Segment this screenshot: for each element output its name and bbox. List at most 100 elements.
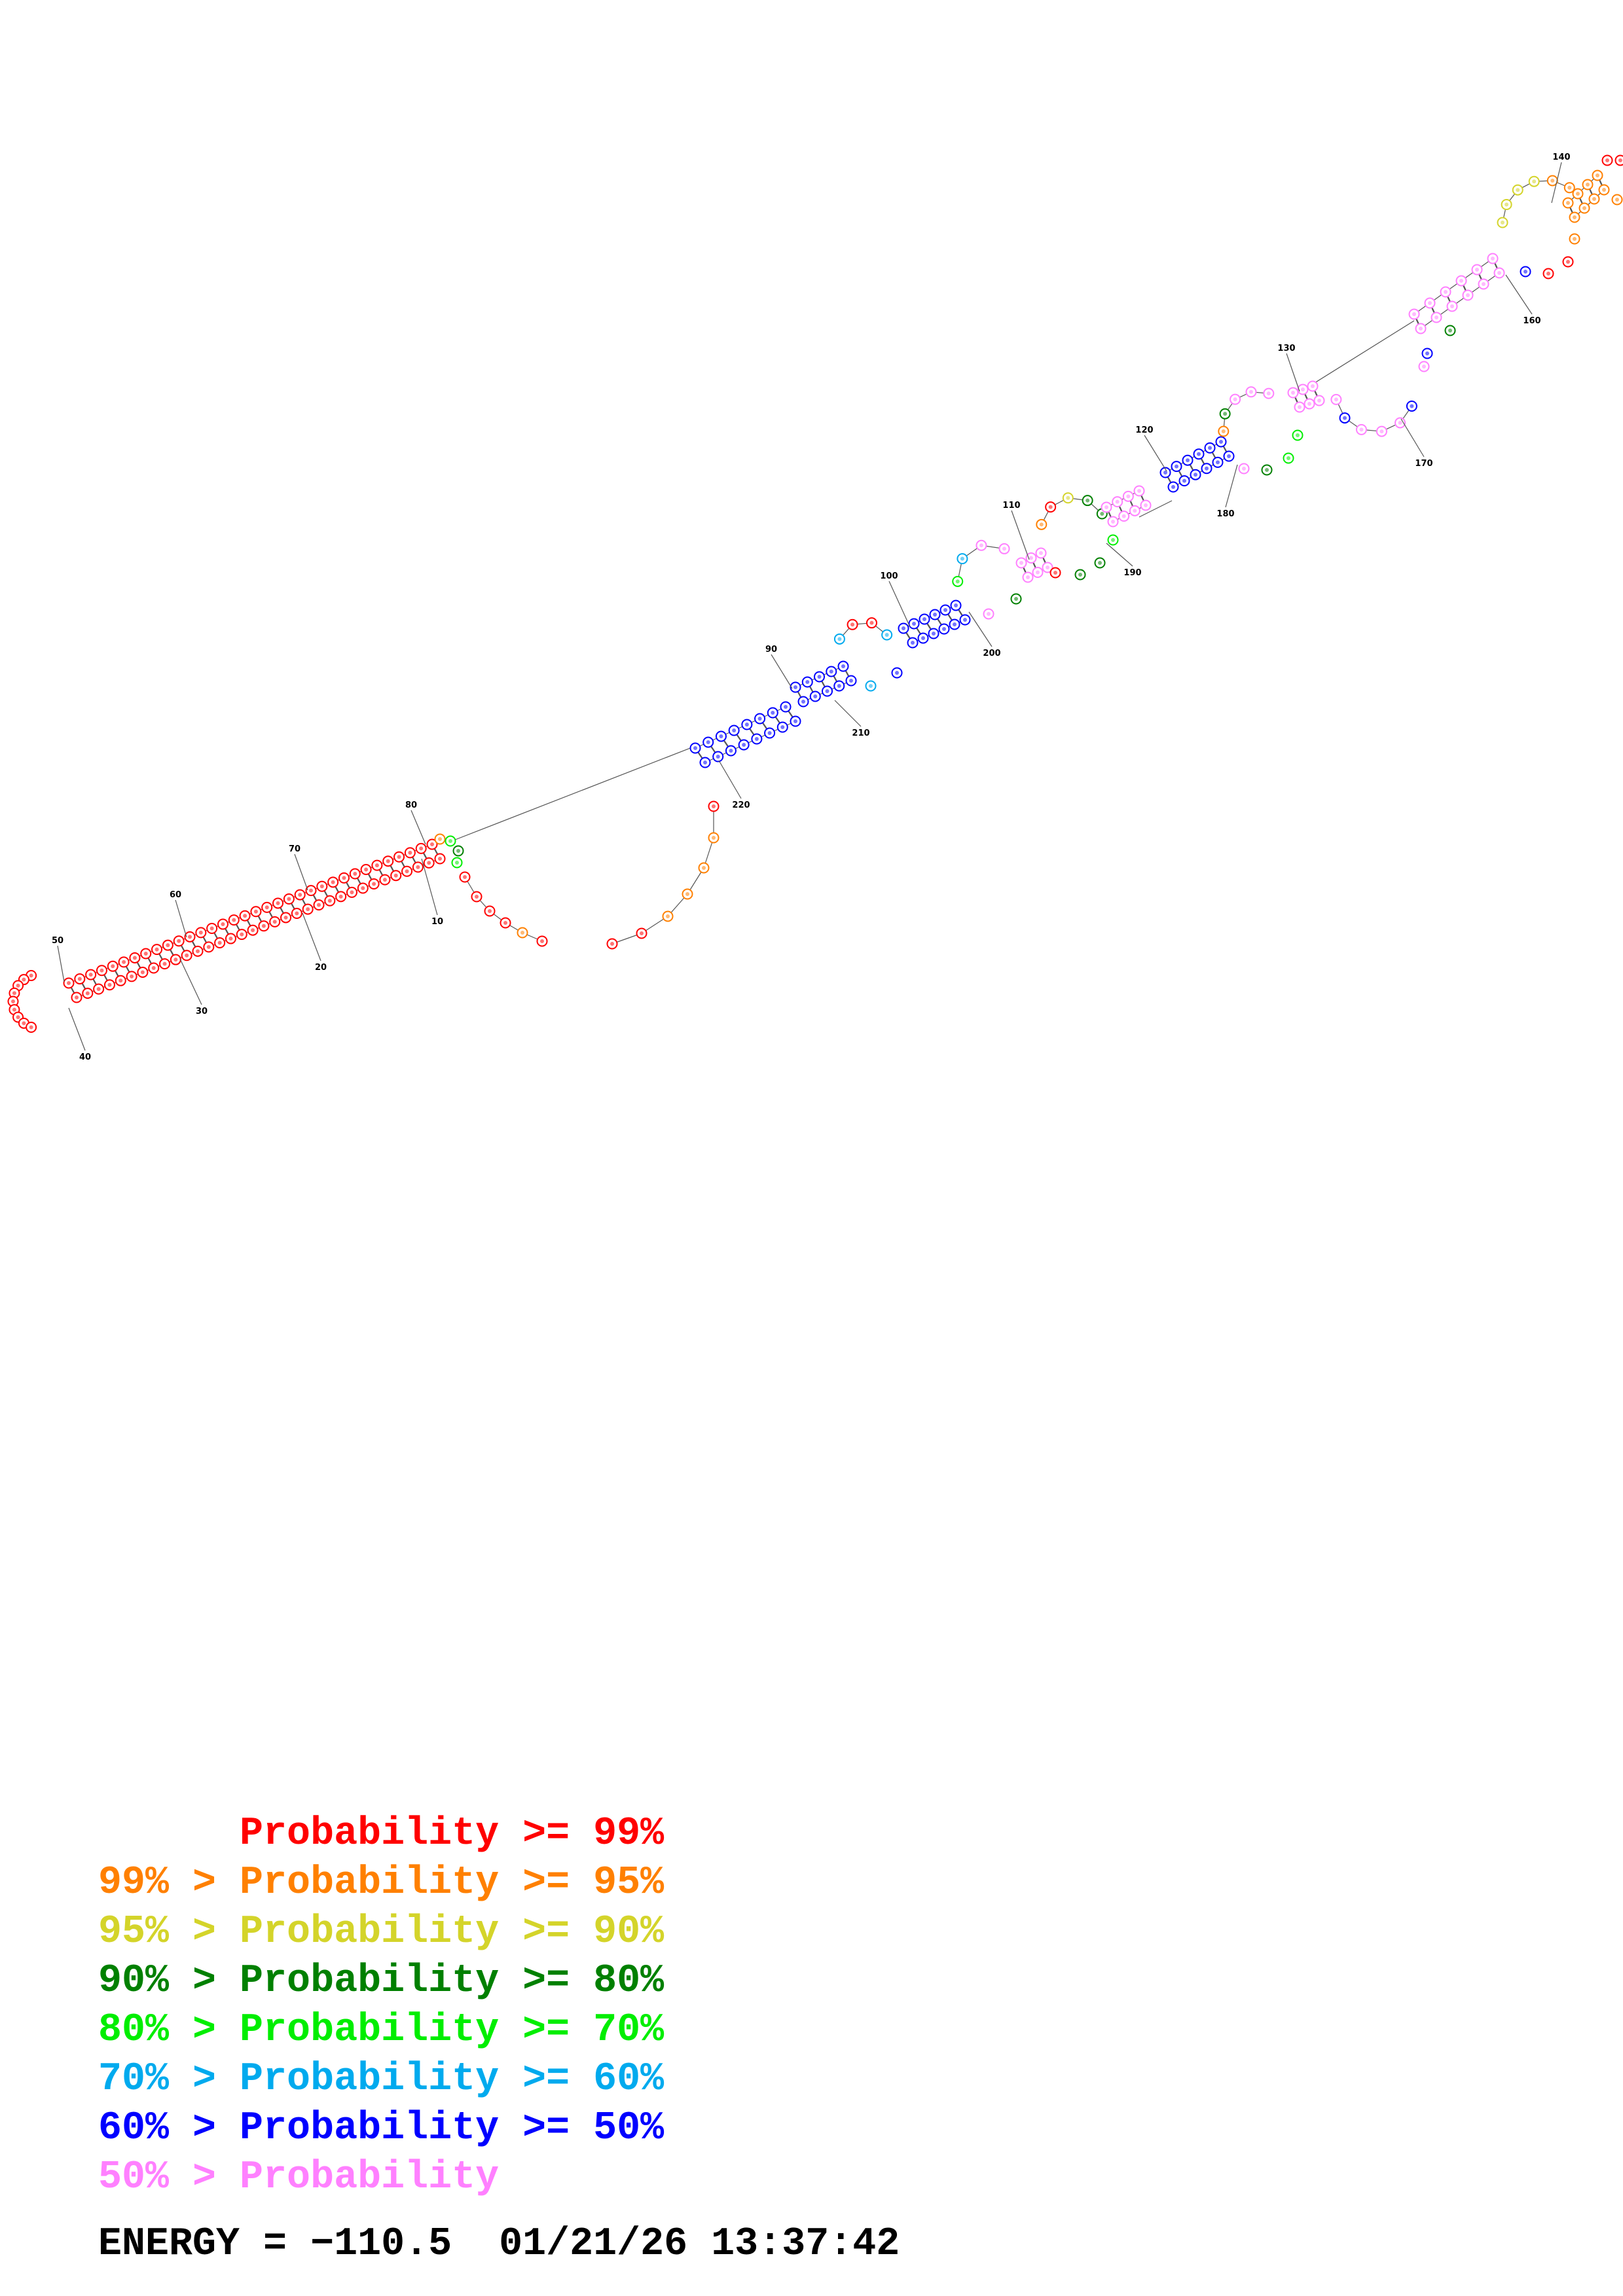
nucleotide (708, 832, 720, 844)
nucleotide (118, 956, 130, 968)
nucleotide (833, 633, 845, 645)
nucleotide (261, 901, 273, 913)
nucleotide (1512, 184, 1523, 196)
legend-suffix: >= 80% (499, 1959, 665, 2003)
position-label: 160 (1523, 316, 1541, 326)
nucleotide (93, 983, 105, 995)
nucleotide (434, 833, 446, 845)
position-labels: 10 20 30 40 50 60 70 80 90 100 110 120 130 140 160 170 1… (52, 152, 1571, 1062)
nucleotide (1431, 312, 1442, 323)
nucleotide (401, 865, 413, 877)
energy-label: ENERGY = (98, 2222, 311, 2267)
nucleotide (236, 929, 247, 941)
nucleotide (434, 853, 446, 865)
legend-prefix: 95% > (98, 1910, 240, 1954)
legend-label: Probability (240, 2106, 500, 2151)
nucleotide (379, 874, 391, 886)
nucleotide (1015, 557, 1027, 569)
nucleotide (1025, 552, 1037, 564)
nucleotide (1424, 297, 1436, 309)
legend-label: Probability (240, 2155, 500, 2200)
legend-prefix (98, 1812, 240, 1856)
nucleotide (151, 944, 163, 956)
position-tick (888, 581, 911, 628)
position-label: 170 (1415, 459, 1432, 469)
legend-prefix: 99% > (98, 1861, 240, 1905)
nucleotide (822, 685, 833, 697)
nucleotide (1376, 425, 1387, 437)
position-tick (179, 958, 202, 1005)
position-tick (1505, 274, 1533, 315)
rna-structure-diagram: 10 20 30 40 50 60 70 80 90 100 110 120 130 140 160 170 1… (7, 152, 1623, 1062)
nucleotide (1611, 194, 1623, 206)
nucleotide (801, 676, 813, 688)
nucleotide (728, 725, 740, 736)
legend-row: 90% > Probability >= 80% (98, 1957, 664, 2006)
nucleotides (7, 154, 1623, 1033)
legend-suffix: >= 70% (499, 2008, 665, 2053)
nucleotide (1212, 456, 1224, 468)
position-label: 80 (405, 800, 417, 810)
nucleotide (71, 992, 82, 1003)
position-tick (302, 912, 321, 961)
nucleotide (1082, 495, 1093, 507)
nucleotide (1022, 571, 1034, 583)
nucleotide (1569, 233, 1580, 245)
backbone-connector (1309, 320, 1415, 387)
nucleotide (1406, 401, 1417, 412)
nucleotide (983, 608, 994, 620)
nucleotide (1129, 505, 1140, 516)
nucleotide (908, 618, 920, 630)
nucleotide (606, 938, 618, 950)
position-tick (57, 945, 65, 982)
nucleotide (682, 888, 693, 900)
position-label: 220 (732, 800, 750, 810)
legend-label: Probability (240, 2057, 500, 2102)
nucleotide (1107, 534, 1119, 546)
nucleotide (1297, 384, 1309, 395)
nucleotide (1444, 325, 1456, 336)
nucleotide (1074, 569, 1086, 581)
nucleotide (85, 969, 97, 980)
nucleotide (712, 751, 724, 762)
nucleotide (919, 613, 930, 625)
position-tick (410, 810, 426, 845)
nucleotide (1118, 511, 1130, 522)
energy-timestamp: 01/21/26 13:37:42 (499, 2222, 900, 2267)
nucleotide (1219, 408, 1231, 420)
nucleotide (360, 864, 372, 876)
nucleotide (26, 1021, 37, 1033)
nucleotide (338, 872, 350, 884)
nucleotide (1415, 323, 1427, 334)
position-tick (1225, 464, 1238, 508)
nucleotide (1601, 154, 1613, 166)
legend-label: Probability (240, 1959, 500, 2003)
nucleotide (107, 960, 119, 972)
nucleotide (1263, 387, 1275, 399)
nucleotide (689, 742, 701, 754)
nucleotide (148, 962, 160, 974)
nucleotide (239, 910, 251, 922)
legend-suffix: >= 90% (499, 1910, 665, 1954)
nucleotide (1462, 289, 1474, 301)
nucleotide (225, 933, 236, 944)
nucleotide (192, 945, 204, 957)
legend-label: Probability (240, 1861, 500, 1905)
nucleotide (74, 973, 86, 985)
nucleotide (346, 886, 357, 898)
nucleotide (536, 935, 548, 947)
nucleotide (349, 868, 361, 880)
nucleotide (814, 671, 825, 683)
nucleotide (1497, 217, 1508, 228)
nucleotide (1287, 387, 1299, 399)
nucleotide (357, 882, 369, 894)
nucleotide (959, 614, 971, 626)
position-label: 100 (880, 571, 898, 581)
nucleotide (1562, 197, 1574, 209)
nucleotide (247, 924, 259, 936)
backbone-lines (12, 175, 1605, 1028)
nucleotide (140, 948, 152, 960)
nucleotide (63, 977, 75, 989)
nucleotide (797, 696, 809, 708)
nucleotide (426, 838, 438, 850)
